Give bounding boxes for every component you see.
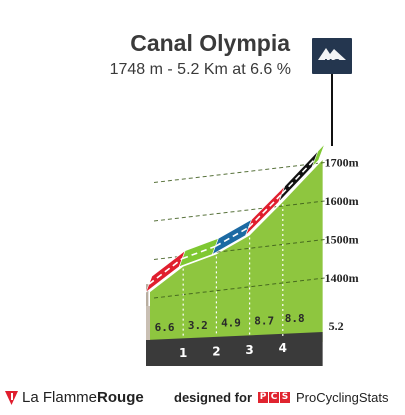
brand-name: La FlammeRouge	[22, 389, 144, 406]
segment-centerline	[215, 226, 249, 248]
pcs-logo-icon: P C S	[258, 392, 290, 404]
climb-subtitle: 1748 m - 5.2 Km at 6.6 %	[109, 61, 291, 78]
gradient-label: 8.8	[285, 312, 305, 325]
elevation-tick-label: 1500m	[325, 233, 359, 247]
distance-band	[146, 332, 323, 366]
km-label: 4	[279, 341, 287, 355]
footer: La FlammeRouge designed for P C S ProCyc…	[0, 388, 405, 410]
km-label: 1	[179, 346, 187, 360]
pcs-logo-letter: P	[258, 392, 268, 403]
flamme-rouge-logo-icon	[5, 391, 18, 405]
gradient-label: 4.9	[221, 317, 241, 330]
segment-centerline	[148, 258, 183, 285]
brand-name-right: Rouge	[97, 389, 144, 406]
category-badge: HC	[312, 38, 352, 146]
summit-segment-face	[311, 143, 325, 168]
category-badge-label: HC	[324, 58, 340, 69]
total-distance-label: 5.2	[329, 319, 344, 333]
elevation-gridline	[153, 277, 325, 299]
pcs-logo-letter: S	[280, 392, 290, 403]
climb-title: Canal Olympia	[130, 30, 290, 56]
km-label: 3	[245, 343, 253, 357]
brand-name-left: La Flamme	[22, 389, 98, 406]
pcs-logo-letter: C	[269, 392, 279, 403]
elevation-gridline	[153, 162, 325, 183]
segment-centerline	[248, 193, 283, 229]
elevation-profile-chart: 1400m 1500m 1600m 1700m 6.6 3.2 4.9 8.7 8.8 1 2 3 4 5…	[145, 38, 359, 366]
profile-start-base	[146, 306, 150, 340]
elevation-tick-label: 1700m	[325, 156, 359, 170]
gradient-label: 3.2	[188, 319, 208, 332]
gradient-label: 8.7	[254, 314, 274, 327]
designed-for-label: designed for	[174, 390, 253, 405]
profile-fill	[150, 160, 323, 342]
elevation-tick-label: 1600m	[325, 194, 359, 208]
segment-centerline	[181, 245, 216, 260]
elevation-tick-label: 1400m	[325, 271, 359, 285]
procyclingstats-link[interactable]: ProCyclingStats	[296, 390, 389, 405]
km-label: 2	[212, 344, 220, 358]
elevation-gridline	[153, 200, 325, 222]
gradient-label: 6.6	[155, 321, 175, 334]
